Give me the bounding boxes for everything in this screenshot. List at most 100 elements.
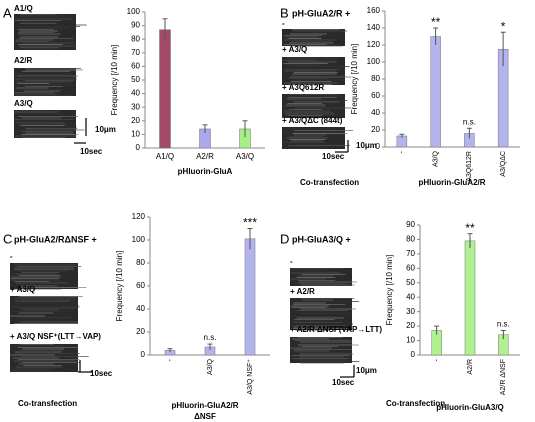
kymograph-streak [284,35,322,36]
y-tick-label: 90 [131,21,140,30]
kymograph-streak [293,304,346,305]
kymograph-streak [295,325,347,326]
kymograph-streak [14,345,66,347]
x-tick-label: - [399,150,406,153]
kymograph-streak [288,115,323,116]
y-tick-label: 40 [371,108,380,117]
error-bar [207,343,213,350]
kymograph-streak [282,106,326,107]
kymograph-streak [284,75,321,76]
kymograph-streak [293,322,343,323]
kymograph-streak [21,309,59,311]
kymograph-streak [24,17,75,18]
kymograph-streak [294,130,354,131]
y-tick-label: 40 [136,304,145,313]
kymograph-streak [14,263,52,264]
kymograph [14,68,84,96]
kymograph-streak [14,135,77,137]
kymograph-streak [289,136,324,137]
kymograph-streak [14,360,76,362]
kymograph-streak [15,273,58,275]
error-bar [500,329,506,340]
kymograph-streak [14,351,62,353]
kymograph-streak [19,47,59,48]
kymograph-streak [16,110,48,111]
kymograph-streak [296,310,349,311]
kymograph [290,337,360,364]
kymograph-streak [296,317,344,319]
image-label: + A3/Q NSF⁺(LTT→VAP) [10,332,101,341]
y-tick-label: 40 [406,292,415,301]
kymograph-streak [25,132,74,134]
significance: n.s. [463,117,476,126]
scale-label: 10μm [356,366,377,375]
kymograph-streak [13,371,65,372]
scale-label: 10μm [356,141,377,150]
kymograph-streak [284,113,335,115]
kymograph-streak [20,284,70,285]
kymograph-streak [284,44,327,45]
y-tick-label: 20 [371,125,380,134]
image-label: + A2/R ΔNSF(VAP→LTT) [290,325,382,334]
image-label: + A3/Q [10,285,35,294]
scale-label: 10sec [322,152,345,161]
x-axis-label: pHluorin-GluA3/Q [436,403,504,412]
kymograph-streak [286,95,345,97]
error-bar [202,124,208,134]
kymograph-streak [18,32,54,33]
kymograph-streak [20,287,87,288]
kymograph-streak [293,101,340,103]
kymograph-streak [293,316,339,317]
kymograph-streak [297,275,334,277]
y-tick-label: 80 [131,34,140,43]
kymograph [282,127,354,149]
error-bar [434,325,440,335]
y-axis-label: Frequency [/10 min] [115,251,124,322]
kymograph-streak [286,98,322,100]
kymograph-streak [297,301,360,302]
kymograph-streak [23,365,62,366]
kymograph-streak [19,36,59,38]
significance: n.s. [497,320,510,329]
kymograph-streak [18,44,63,45]
x-axis-label: pHluorin-GluA [178,167,233,176]
kymograph-streak [300,298,355,299]
kymograph-streak [20,131,73,132]
y-axis-label: Frequency [/10 min] [350,44,359,115]
panel-letter: D [280,231,289,246]
kymograph-streak [291,41,333,42]
kymograph-streak [14,93,57,95]
kymograph-streak [284,70,337,72]
kymograph-streak [294,349,352,350]
kymograph-streak [23,68,82,69]
kymograph-streak [13,318,64,320]
error-bar [399,133,405,138]
kymograph-streak [18,116,79,117]
panel-header: pH-GluA2/R + [292,8,350,18]
kymograph [282,29,348,47]
error-bar [433,27,439,45]
kymograph-streak [292,326,329,328]
y-tick-label: 50 [131,75,140,84]
kymograph-streak [283,82,338,84]
kymograph-streak [18,123,67,125]
significance: *** [243,216,257,230]
panel-header: pH-GluA2/RΔNSF + [14,234,97,244]
kymograph-streak [13,306,80,308]
kymograph-streak [10,311,70,312]
kymograph [10,296,83,324]
kymograph-streak [13,269,74,270]
kymograph-streak [286,104,326,106]
kymograph-streak [14,281,50,282]
kymograph-streak [300,313,352,314]
error-bar [247,228,253,250]
y-tick-label: 100 [367,57,381,66]
kymograph-streak [289,42,334,44]
kymograph-streak [22,42,74,44]
image-label: A2/R [14,56,32,65]
x-tick-label: A2/R ΔNSF [500,359,507,395]
kymograph-streak [20,125,65,126]
kymograph-streak [14,20,62,21]
kymograph-streak [293,72,338,73]
kymograph-streak [19,275,61,276]
